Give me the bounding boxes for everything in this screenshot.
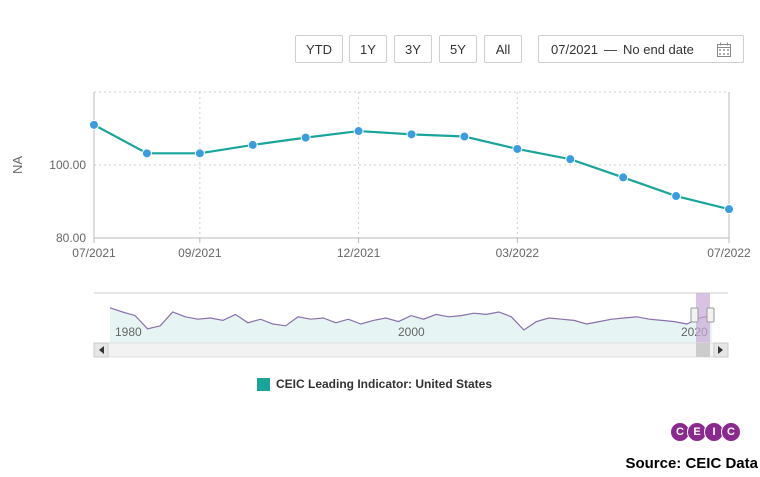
date-start: 07/2021: [551, 41, 598, 57]
range-button-3y[interactable]: 3Y: [394, 35, 432, 63]
date-range-picker[interactable]: 07/2021 — No end date: [538, 35, 744, 63]
y-tick-label: 100.00: [49, 158, 86, 172]
data-point[interactable]: [565, 154, 576, 165]
range-button-1y[interactable]: 1Y: [349, 35, 387, 63]
legend-item[interactable]: CEIC Leading Indicator: United States: [257, 377, 492, 391]
navigator-label-2000: 2000: [398, 325, 425, 339]
source-note: Source: CEIC Data: [625, 455, 758, 472]
calendar-icon[interactable]: [717, 42, 731, 57]
range-button-5y[interactable]: 5Y: [439, 35, 477, 63]
axes: 80.00 100.00 NA 07/2021 09/2021 12/2021 03/202…: [10, 92, 751, 260]
legend-swatch: [257, 377, 270, 391]
arrow-left-icon[interactable]: [93, 342, 109, 358]
series: [89, 119, 734, 215]
data-point[interactable]: [406, 129, 417, 140]
navigator-selection[interactable]: [696, 293, 710, 343]
data-point[interactable]: [353, 126, 364, 137]
data-point[interactable]: [618, 172, 629, 183]
date-end: No end date: [623, 41, 694, 57]
navigator-area: [110, 307, 712, 343]
scrollbar-thumb[interactable]: [696, 343, 710, 357]
arrow-right-icon[interactable]: [713, 342, 729, 358]
scrollbar-track[interactable]: [93, 342, 729, 358]
data-point[interactable]: [89, 119, 99, 130]
navigator-handle-right[interactable]: [706, 307, 715, 323]
data-point[interactable]: [300, 132, 311, 143]
data-point[interactable]: [459, 131, 470, 142]
range-button-ytd[interactable]: YTD: [295, 35, 343, 63]
range-button-all[interactable]: All: [484, 35, 522, 63]
x-tick-label: 09/2021: [178, 246, 222, 260]
navigator-label-1980: 1980: [115, 325, 142, 339]
x-tick-label: 07/2021: [72, 246, 116, 260]
data-point[interactable]: [141, 148, 152, 159]
navigator[interactable]: 1980 2000 2020: [0, 288, 760, 363]
x-tick-label: 03/2022: [496, 246, 540, 260]
x-tick-label: 07/2022: [707, 246, 751, 260]
data-point[interactable]: [671, 191, 682, 202]
data-point[interactable]: [512, 143, 523, 154]
line-chart: 80.00 100.00 NA 07/2021 09/2021 12/2021 03/202…: [10, 91, 751, 260]
y-axis-title: NA: [10, 156, 25, 174]
data-point[interactable]: [247, 139, 258, 150]
data-point[interactable]: [724, 204, 734, 215]
navigator-handle-left[interactable]: [690, 307, 699, 323]
navigator-line: [109, 307, 713, 331]
data-point[interactable]: [194, 148, 205, 159]
grid: [94, 91, 729, 239]
ceic-logo: C E I C: [670, 422, 741, 442]
logo-letter-c2: C: [721, 422, 741, 442]
date-separator: —: [604, 41, 617, 57]
y-tick-label: 80.00: [56, 231, 86, 245]
x-tick-label: 12/2021: [337, 246, 381, 260]
legend-label: CEIC Leading Indicator: United States: [276, 377, 493, 391]
